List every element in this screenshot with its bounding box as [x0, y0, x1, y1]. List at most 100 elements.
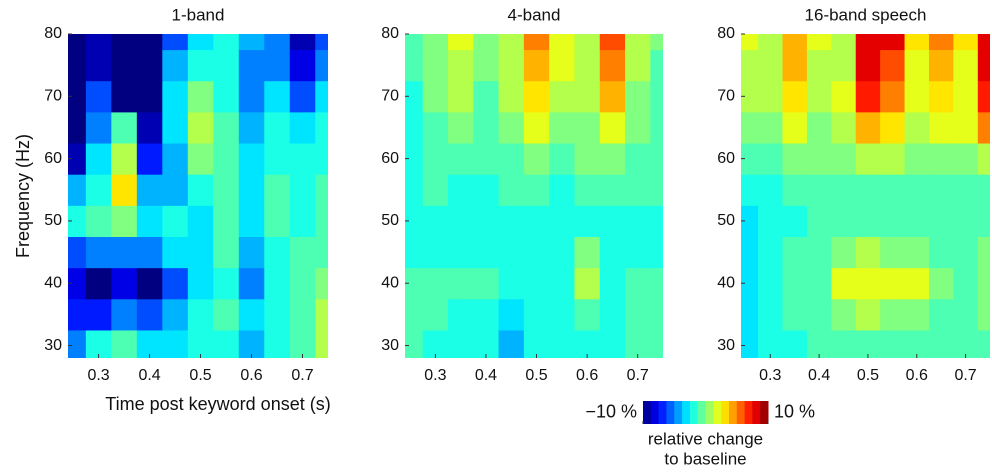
heatmap-cell: [928, 298, 954, 331]
heatmap-cell: [806, 236, 832, 269]
x-tick-label: 0.5: [525, 367, 547, 384]
heatmap-cell: [831, 236, 857, 269]
heatmap-cell: [574, 267, 601, 300]
heatmap-cell: [68, 49, 87, 82]
heatmap-cell: [405, 267, 424, 300]
heatmap-cell: [85, 298, 112, 331]
heatmap-cell: [599, 298, 626, 331]
colorbar-band: [689, 401, 699, 424]
heatmap-cell: [136, 34, 163, 51]
heatmap-cell: [111, 267, 138, 300]
heatmap-cell: [741, 143, 759, 175]
heatmap-cell: [85, 205, 112, 237]
heatmap-cell: [111, 205, 138, 237]
heatmap-cell: [523, 111, 550, 144]
heatmap-cell: [498, 143, 525, 175]
heatmap-cell: [855, 329, 881, 358]
heatmap-cell: [880, 205, 906, 237]
heatmap-cell: [741, 174, 759, 206]
heatmap-cell: [599, 143, 626, 175]
heatmap-cell: [855, 236, 881, 269]
heatmap-cell: [111, 298, 138, 331]
heatmap-cell: [213, 80, 240, 113]
heatmap-cell: [473, 298, 500, 331]
heatmap-cell: [574, 298, 601, 331]
heatmap-cell: [977, 174, 990, 206]
heatmap-cell: [904, 143, 930, 175]
heatmap-cell: [650, 143, 663, 175]
heatmap-cell: [880, 174, 906, 206]
heatmap-cell: [855, 80, 881, 113]
heatmap-cell: [187, 80, 214, 113]
heatmap-cell: [953, 329, 979, 358]
heatmap-cell: [85, 49, 112, 82]
heatmap-cell: [405, 49, 424, 82]
heatmap-cell: [741, 267, 759, 300]
heatmap-cell: [187, 236, 214, 269]
heatmap-cell: [782, 111, 808, 144]
heatmap-cell: [111, 111, 138, 144]
heatmap-cell: [574, 49, 601, 82]
heatmap-cell: [977, 267, 990, 300]
heatmap-cell: [549, 236, 575, 269]
heatmap-cell: [238, 174, 265, 206]
x-tick-label: 0.7: [291, 367, 313, 384]
heatmap-cell: [264, 298, 291, 331]
heatmap-cell: [473, 49, 500, 82]
heatmap-cell: [599, 49, 626, 82]
heatmap-cell: [599, 329, 626, 358]
heatmap-cell: [315, 329, 328, 358]
colorbar-tick-label: −10 %: [585, 401, 637, 421]
heatmap-cell: [187, 298, 214, 331]
heatmap-cell: [448, 111, 474, 144]
heatmap-cell: [498, 329, 525, 358]
heatmap-cell: [422, 298, 449, 331]
x-tick-label: 0.6: [906, 367, 928, 384]
heatmap-cell: [85, 143, 112, 175]
heatmap-cell: [289, 236, 316, 269]
heatmap-cell: [549, 174, 575, 206]
heatmap-cell: [315, 298, 328, 331]
heatmap-cell: [187, 111, 214, 144]
heatmap-cell: [187, 205, 214, 237]
heatmap-cell: [68, 174, 87, 206]
heatmap-cell: [928, 111, 954, 144]
heatmap-cell: [741, 236, 759, 269]
heatmap-cell: [549, 111, 575, 144]
heatmap-cell: [111, 80, 138, 113]
heatmap-cell: [806, 267, 832, 300]
heatmap-cell: [422, 111, 449, 144]
heatmap-cell: [831, 298, 857, 331]
heatmap-cell: [238, 34, 265, 51]
heatmap-cell: [855, 298, 881, 331]
heatmap-cell: [422, 80, 449, 113]
heatmap-cell: [289, 298, 316, 331]
heatmap-cell: [650, 298, 663, 331]
heatmap-cell: [741, 80, 759, 113]
heatmap-cell: [650, 80, 663, 113]
heatmap-cell: [68, 143, 87, 175]
heatmap-cell: [977, 111, 990, 144]
heatmap-cell: [928, 80, 954, 113]
heatmap-cell: [741, 111, 759, 144]
heatmap-cell: [85, 111, 112, 144]
heatmap-cell: [831, 34, 857, 51]
heatmap-cell: [68, 205, 87, 237]
heatmap-cell: [213, 111, 240, 144]
heatmap-cell: [422, 49, 449, 82]
heatmap-cell: [238, 329, 265, 358]
heatmap-cell: [574, 111, 601, 144]
heatmap-cell: [758, 298, 783, 331]
heatmap-cell: [405, 111, 424, 144]
heatmap-cell: [448, 205, 474, 237]
heatmap-cell: [405, 205, 424, 237]
heatmap-cell: [741, 49, 759, 82]
heatmap-cell: [162, 34, 189, 51]
heatmap-cell: [574, 34, 601, 51]
heatmap-cell: [758, 174, 783, 206]
heatmap-cell: [264, 205, 291, 237]
heatmap-cell: [498, 267, 525, 300]
heatmap-cell: [806, 143, 832, 175]
heatmap-cell: [187, 267, 214, 300]
heatmap-cell: [187, 34, 214, 51]
